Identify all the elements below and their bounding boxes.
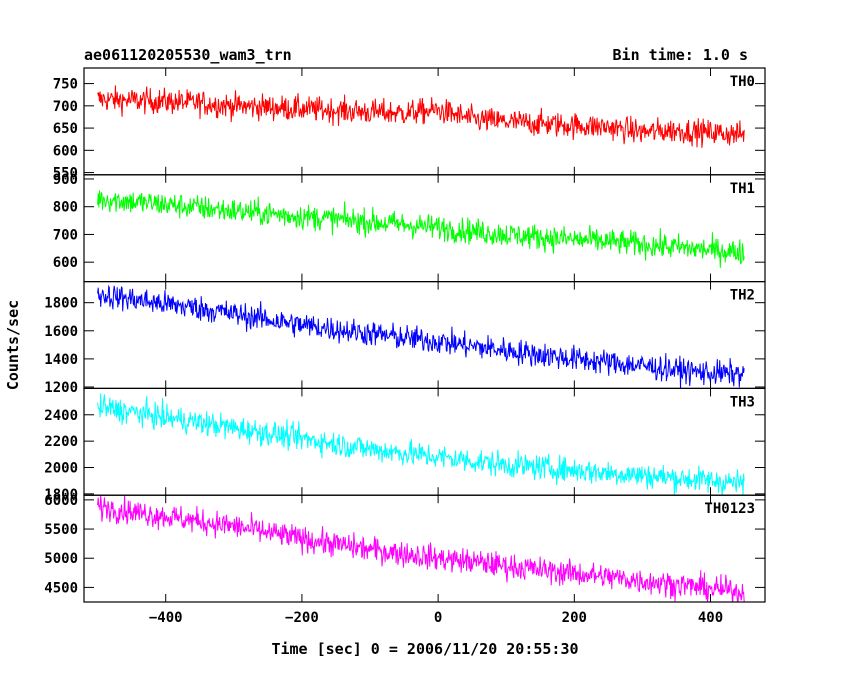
y-tick-label: 650 [53, 121, 78, 137]
chart-title: ae061120205530_wam3_trn [84, 46, 292, 64]
y-tick-label: 1400 [44, 352, 78, 368]
series-line-th2 [97, 284, 745, 389]
panel-frame-th2 [83, 281, 766, 390]
panel-label-th3: TH3 [730, 394, 755, 410]
y-tick-label: 2400 [44, 408, 78, 424]
y-tick-label: 600 [53, 255, 78, 271]
y-tick-label: 4500 [44, 580, 78, 596]
y-tick-label: 1800 [44, 296, 78, 312]
y-tick-label: 550 [53, 166, 78, 182]
bin-time-label: Bin time: 1.0 s [613, 46, 748, 64]
series-line-th3 [97, 393, 745, 496]
y-tick-label: 5500 [44, 522, 78, 538]
series-line-th0 [97, 85, 745, 148]
y-tick-label: 1200 [44, 380, 78, 396]
panel-label-th2: TH2 [730, 288, 755, 304]
series-line-th1 [97, 190, 745, 268]
y-tick-label: 700 [53, 99, 78, 115]
x-tick-label: −400 [149, 610, 183, 626]
y-tick-label: 6000 [44, 493, 78, 509]
x-tick-label: 200 [562, 610, 587, 626]
x-tick-label: −200 [285, 610, 319, 626]
y-tick-label: 5000 [44, 551, 78, 567]
panels-group: TH0 550 600 650 700 750 TH1 600 700 800 900 TH2 1200… [44, 67, 766, 626]
y-tick-label: 800 [53, 200, 78, 216]
y-tick-label: 700 [53, 227, 78, 243]
panel-frame-th0123 [83, 494, 766, 603]
y-tick-label: 2000 [44, 461, 78, 477]
y-tick-label: 900 [53, 172, 78, 188]
panel-label-th0123: TH0123 [704, 501, 755, 517]
panel-frame-th1 [83, 174, 766, 283]
x-axis-label: Time [sec] 0 = 2006/11/20 20:55:30 [271, 640, 578, 658]
y-tick-label: 750 [53, 77, 78, 93]
series-line-th0123 [97, 495, 745, 603]
y-tick-label: 2200 [44, 434, 78, 450]
y-tick-label: 600 [53, 143, 78, 159]
x-tick-label: 0 [434, 610, 442, 626]
panel-label-th0: TH0 [730, 74, 755, 90]
y-tick-label: 1800 [44, 487, 78, 503]
y-tick-label: 1600 [44, 324, 78, 340]
x-tick-label: 400 [698, 610, 723, 626]
y-axis-label: Counts/sec [4, 300, 22, 390]
panel-label-th1: TH1 [730, 181, 755, 197]
